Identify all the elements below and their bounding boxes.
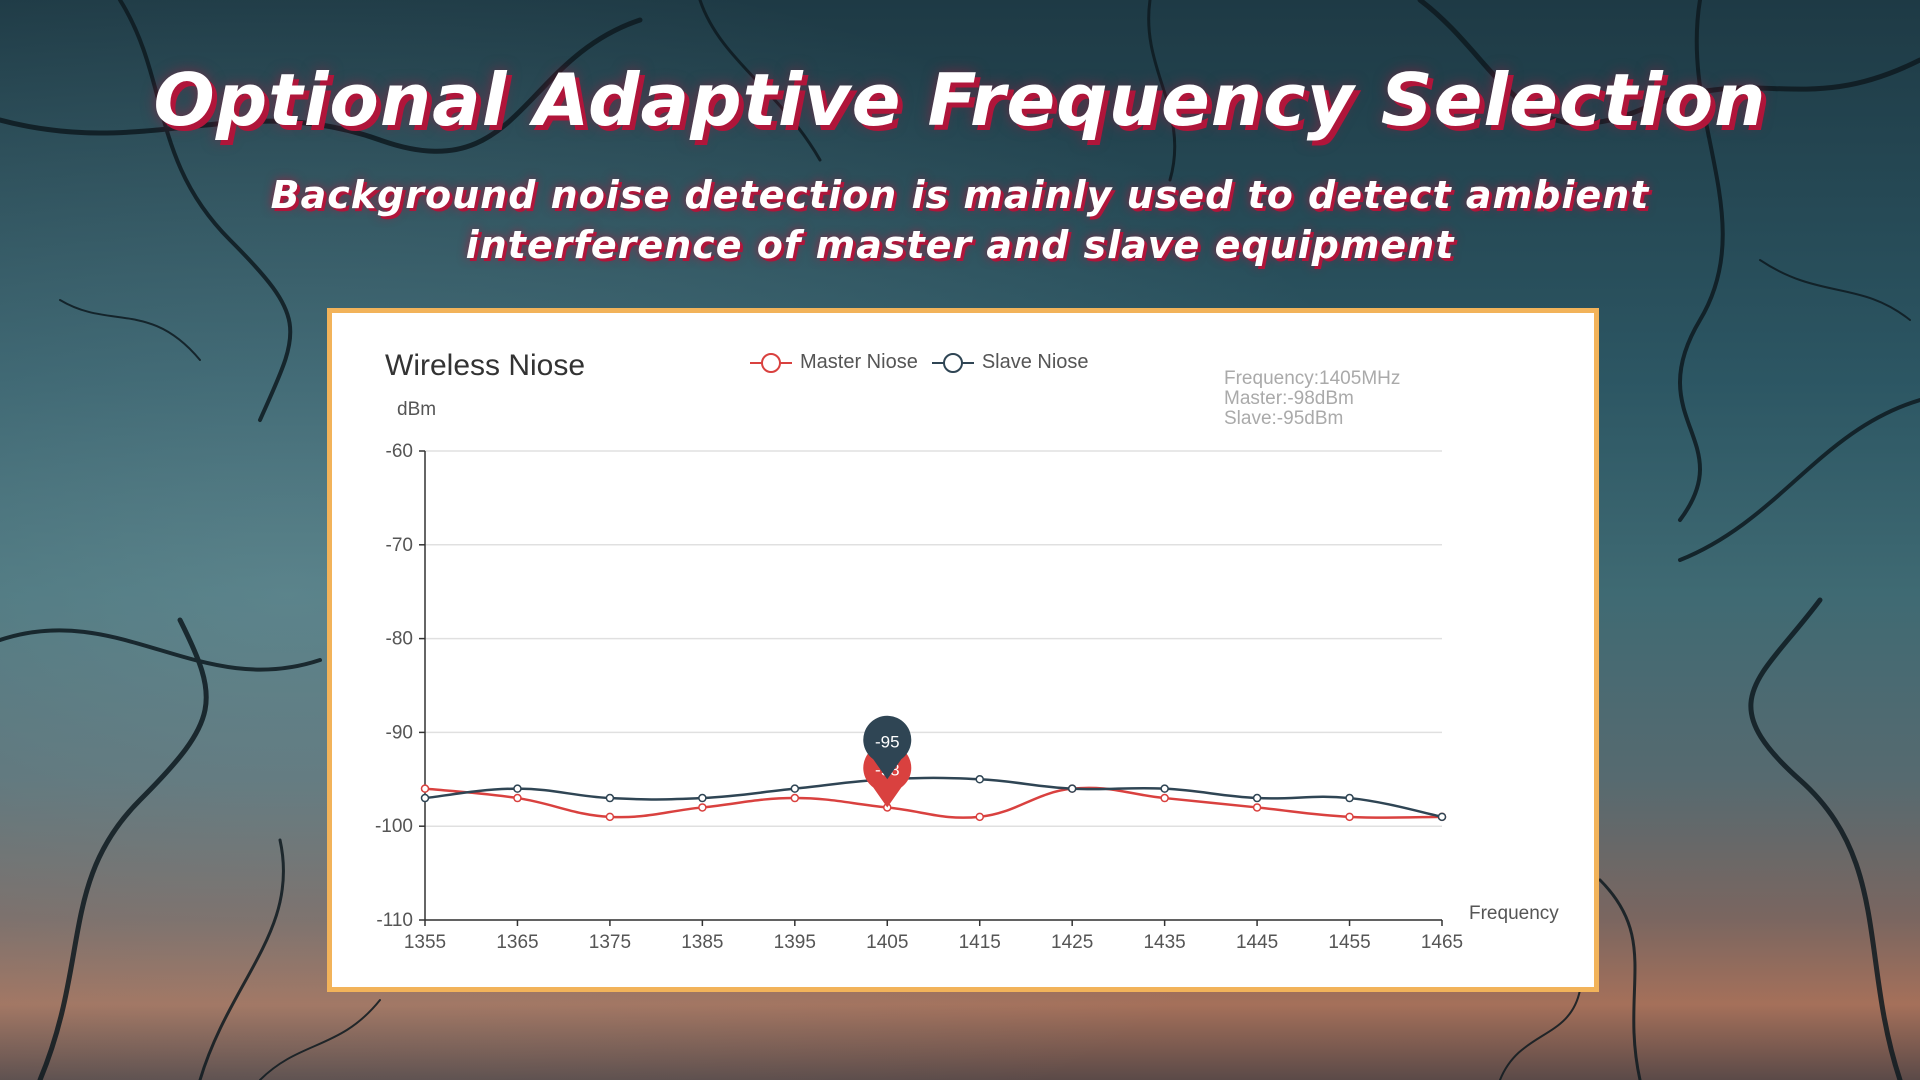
data-point-slave — [975, 775, 984, 784]
x-tick-label: 1415 — [959, 932, 1001, 953]
x-tick-label: 1405 — [866, 932, 908, 953]
x-tick-label: 1425 — [1051, 932, 1093, 953]
subline-line-1: Background noise detection is mainly use… — [270, 173, 1650, 217]
legend-item-master[interactable]: Master Niose — [750, 351, 918, 374]
x-tick-label: 1395 — [774, 932, 816, 953]
data-point-master — [975, 812, 984, 822]
x-tick-label: 1445 — [1236, 932, 1278, 953]
data-point-slave — [790, 784, 800, 793]
y-tick-label: -60 — [386, 441, 413, 462]
page-headline: Optional Adaptive Frequency Selection — [153, 58, 1767, 142]
y-tick-label: -70 — [386, 535, 413, 556]
chart-title: Wireless Niose — [385, 349, 586, 382]
y-axis-unit: dBm — [397, 399, 437, 420]
data-point-slave — [513, 784, 522, 793]
chart-legend: Master Niose Slave Niose — [750, 351, 1089, 374]
legend-label-master: Master Niose — [800, 351, 918, 373]
x-tick-label: 1385 — [681, 932, 723, 953]
data-point-slave — [1067, 784, 1077, 793]
tooltip-readout: Frequency:1405MHz Master:-98dBm Slave:-9… — [1224, 369, 1400, 429]
subline-line-2: interference of master and slave equipme… — [465, 223, 1455, 267]
data-point-master — [698, 803, 707, 812]
data-point-slave — [1437, 812, 1447, 822]
data-point-slave — [1160, 784, 1169, 793]
data-point-master — [605, 812, 615, 822]
data-point-master — [1160, 793, 1169, 803]
y-tick-label: -90 — [386, 722, 413, 743]
x-tick-label: 1465 — [1421, 932, 1463, 953]
legend-swatch-master — [750, 352, 792, 374]
tooltip-frequency: Frequency:1405MHz — [1224, 368, 1401, 389]
y-tick-label: -110 — [376, 910, 413, 931]
marker-pin-slave — [863, 715, 912, 780]
series-line-slave — [424, 776, 1443, 819]
x-tick-label: 1435 — [1143, 932, 1185, 953]
tooltip-master: Master:-98dBm — [1224, 388, 1354, 409]
x-tick-label: 1455 — [1328, 932, 1370, 953]
data-point-slave — [605, 793, 615, 803]
page-subline: Background noise detection is mainly use… — [260, 170, 1660, 270]
marker-label-slave: -95 — [875, 732, 900, 751]
data-point-slave — [1252, 793, 1262, 803]
data-point-master — [1252, 803, 1262, 812]
data-point-master — [1345, 812, 1354, 822]
chart-panel: -60 -70 -80 -90 -100 -110 1355 1365 1375 1385 1395… — [327, 308, 1599, 992]
data-point-master — [513, 793, 522, 803]
x-tick-label: 1355 — [404, 932, 446, 953]
data-point-slave — [420, 793, 430, 803]
data-point-slave — [1345, 793, 1354, 803]
legend-swatch-slave — [931, 352, 974, 374]
data-point-master — [420, 784, 430, 793]
tooltip-slave: Slave:-95dBm — [1224, 408, 1344, 429]
x-tick-label: 1365 — [496, 932, 538, 953]
x-tick-label: 1375 — [589, 932, 631, 953]
y-tick-label: -80 — [386, 629, 413, 650]
y-tick-label: -100 — [375, 816, 413, 837]
x-axis-name: Frequency — [1469, 903, 1559, 924]
legend-label-slave: Slave Niose — [981, 351, 1089, 373]
data-point-slave — [698, 793, 707, 803]
legend-item-slave[interactable]: Slave Niose — [931, 351, 1089, 374]
data-point-master — [790, 793, 800, 803]
series-line-master — [424, 786, 1443, 819]
